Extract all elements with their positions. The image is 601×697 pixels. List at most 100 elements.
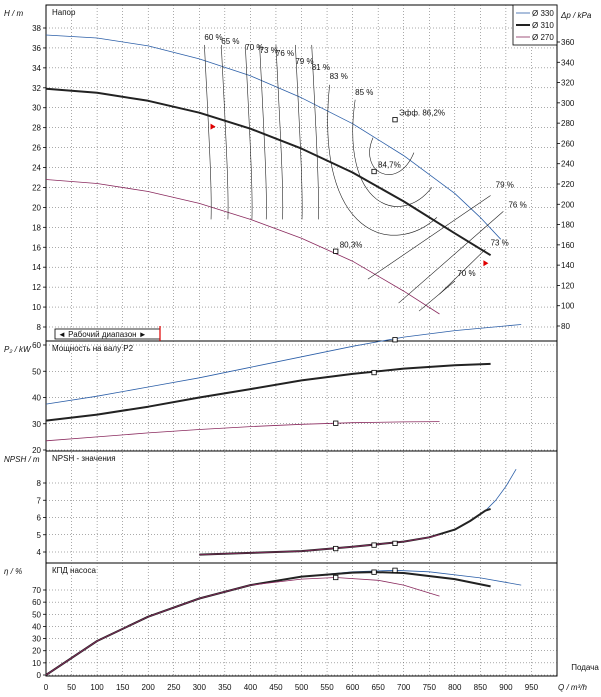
right-tick-label: 320 bbox=[561, 79, 575, 88]
efficiency-label: 81 % bbox=[312, 63, 330, 72]
range-marker-right bbox=[483, 260, 489, 267]
efficiency-label: 83 % bbox=[330, 72, 348, 81]
iso-efficiency-loop bbox=[369, 137, 415, 175]
duty-point-power bbox=[333, 420, 339, 426]
y-tick-label: 28 bbox=[32, 124, 41, 133]
x-tick-label: 700 bbox=[397, 683, 411, 692]
efficiency-label: 65 % bbox=[221, 37, 239, 46]
right-tick-label: 140 bbox=[561, 261, 575, 270]
panel-title-npsh: NPSH - значения bbox=[52, 454, 116, 463]
x-tick-label: 950 bbox=[525, 683, 539, 692]
efficiency-label: 79 % bbox=[295, 57, 313, 66]
iso-efficiency-line bbox=[311, 44, 319, 220]
y-tick-label: 24 bbox=[32, 164, 41, 173]
duty-point-power bbox=[371, 369, 377, 376]
duty-point-eff bbox=[392, 567, 398, 573]
chart-grid bbox=[43, 5, 560, 676]
iso-efficiency-loop bbox=[352, 99, 433, 207]
right-tick-label: 180 bbox=[561, 221, 575, 230]
duty-point-npsh bbox=[392, 540, 398, 546]
right-tick-label: 280 bbox=[561, 119, 575, 128]
right-tick-label: 100 bbox=[561, 302, 575, 311]
y-tick-label: 12 bbox=[32, 283, 41, 292]
iso-efficiency-line bbox=[295, 44, 303, 220]
y-tick-label: 20 bbox=[32, 446, 41, 455]
x-tick-label: 750 bbox=[423, 683, 437, 692]
y-tick-label: 38 bbox=[32, 24, 41, 33]
y-tick-label: 26 bbox=[32, 144, 41, 153]
legend: Ø 330 Ø 310 Ø 270 bbox=[512, 4, 558, 46]
y-tick-label: 6 bbox=[37, 514, 42, 523]
x-tick-label: 150 bbox=[116, 683, 130, 692]
duty-point-label: Эфф. 86,2% bbox=[399, 109, 445, 118]
y-tick-label: 34 bbox=[32, 64, 41, 73]
right-tick-label: 240 bbox=[561, 160, 575, 169]
right-tick-label: 200 bbox=[561, 200, 575, 209]
y-tick-label: 8 bbox=[37, 479, 42, 488]
duty-point-eff bbox=[333, 574, 339, 581]
y-tick-label: 30 bbox=[32, 635, 41, 644]
efficiency-label: 76 % bbox=[276, 49, 294, 58]
y-tick-label: 30 bbox=[32, 420, 41, 429]
right-tick-label: 80 bbox=[561, 322, 570, 331]
efficiency-label: 85 % bbox=[355, 88, 373, 97]
y-tick-label: 50 bbox=[32, 367, 41, 376]
y-tick-label: 18 bbox=[32, 223, 41, 232]
efficiency-label: 70 % bbox=[457, 269, 475, 278]
x-tick-label: 850 bbox=[474, 683, 488, 692]
y-axis-label-power: P₂ / kW bbox=[4, 345, 32, 354]
efficiency-label: 76 % bbox=[508, 200, 526, 209]
y-tick-label: 5 bbox=[37, 531, 42, 540]
iso-efficiency-line bbox=[204, 44, 212, 220]
right-tick-label: 260 bbox=[561, 139, 575, 148]
iso-efficiency-line bbox=[220, 44, 229, 220]
iso-efficiency-line bbox=[398, 211, 504, 304]
range-marker-left bbox=[210, 123, 216, 130]
efficiency-label: 73 % bbox=[491, 238, 509, 247]
y-tick-label: 40 bbox=[32, 394, 41, 403]
x-tick-label: 550 bbox=[320, 683, 334, 692]
y-tick-label: 20 bbox=[32, 203, 41, 212]
x-axis-corner-label: Подача bbox=[571, 663, 599, 672]
y-tick-label: 60 bbox=[32, 598, 41, 607]
x-tick-label: 0 bbox=[44, 683, 49, 692]
right-tick-label: 120 bbox=[561, 281, 575, 290]
efficiency-label: 79 % bbox=[496, 180, 514, 189]
duty-point-power bbox=[392, 337, 398, 343]
series-line-npsh-d270 bbox=[199, 534, 440, 555]
x-tick-label: 350 bbox=[218, 683, 232, 692]
right-tick-label: 300 bbox=[561, 99, 575, 108]
duty-point-eff bbox=[371, 569, 377, 575]
operating-range-label: ◄ Рабочий диапазон ► bbox=[58, 330, 147, 339]
y-tick-label: 0 bbox=[37, 671, 42, 680]
y-tick-label: 8 bbox=[37, 323, 42, 332]
x-axis-label: Q / m³/h bbox=[558, 683, 587, 692]
right-tick-label: 340 bbox=[561, 58, 575, 67]
y-axis-label-head: H / m bbox=[4, 9, 23, 18]
duty-point-label: 80,3% bbox=[340, 240, 363, 249]
y-tick-label: 60 bbox=[32, 341, 41, 350]
y-axis-label-npsh: NPSH / m bbox=[4, 455, 40, 464]
operating-range: ◄ Рабочий диапазон ► bbox=[54, 326, 161, 341]
y-tick-label: 20 bbox=[32, 647, 41, 656]
y-tick-label: 16 bbox=[32, 243, 41, 252]
y-tick-label: 32 bbox=[32, 84, 41, 93]
y-tick-label: 40 bbox=[32, 622, 41, 631]
x-tick-label: 450 bbox=[269, 683, 283, 692]
legend-entry: Ø 330 bbox=[532, 9, 554, 18]
iso-efficiency-line bbox=[439, 249, 486, 295]
series-line-power-d270 bbox=[45, 421, 440, 442]
x-tick-label: 650 bbox=[371, 683, 385, 692]
duty-point-head bbox=[371, 168, 377, 175]
y-tick-label: 50 bbox=[32, 610, 41, 619]
panel-title-head: Напор bbox=[52, 8, 76, 17]
series-line-head-d310 bbox=[45, 87, 492, 257]
y-tick-label: 70 bbox=[32, 586, 41, 595]
y-tick-label: 36 bbox=[32, 44, 41, 53]
panel-title-eff: КПД насоса bbox=[52, 566, 96, 575]
y-tick-label: 10 bbox=[32, 303, 41, 312]
x-tick-label: 600 bbox=[346, 683, 360, 692]
y-axis-label-eff: η / % bbox=[4, 567, 22, 576]
y-tick-label: 4 bbox=[37, 548, 42, 557]
